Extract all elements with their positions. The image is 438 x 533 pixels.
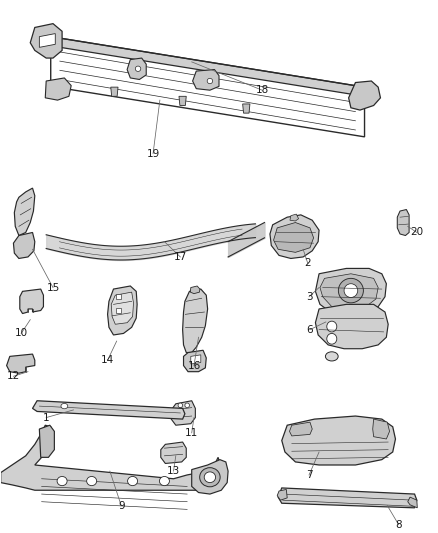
Polygon shape	[349, 81, 381, 110]
Polygon shape	[1, 425, 220, 490]
Polygon shape	[116, 294, 121, 299]
Polygon shape	[192, 459, 228, 494]
Polygon shape	[315, 269, 386, 314]
Text: 11: 11	[185, 428, 198, 438]
Ellipse shape	[127, 477, 138, 486]
Polygon shape	[270, 215, 319, 259]
Text: 3: 3	[306, 292, 312, 302]
Text: 12: 12	[7, 372, 20, 381]
Polygon shape	[193, 69, 219, 90]
Ellipse shape	[207, 78, 212, 84]
Ellipse shape	[87, 477, 97, 486]
Polygon shape	[30, 23, 62, 58]
Polygon shape	[397, 209, 409, 236]
Ellipse shape	[204, 472, 215, 482]
Polygon shape	[191, 286, 200, 294]
Ellipse shape	[135, 66, 141, 71]
Ellipse shape	[61, 403, 68, 409]
Ellipse shape	[327, 334, 337, 344]
Polygon shape	[282, 416, 396, 465]
Text: 17: 17	[174, 252, 187, 262]
Polygon shape	[20, 289, 43, 313]
Text: 7: 7	[306, 470, 312, 480]
Text: 19: 19	[146, 149, 160, 159]
Polygon shape	[184, 350, 206, 372]
Ellipse shape	[185, 403, 190, 408]
Polygon shape	[111, 292, 134, 324]
Text: 18: 18	[256, 85, 269, 95]
Ellipse shape	[339, 278, 364, 303]
Polygon shape	[179, 96, 186, 106]
Text: 20: 20	[410, 228, 424, 238]
Polygon shape	[51, 37, 364, 96]
Polygon shape	[14, 188, 35, 236]
Text: 1: 1	[43, 413, 49, 423]
Polygon shape	[243, 104, 250, 113]
Text: 13: 13	[167, 466, 180, 476]
Text: 16: 16	[187, 360, 201, 370]
Polygon shape	[408, 497, 417, 508]
Ellipse shape	[159, 477, 170, 486]
Polygon shape	[277, 489, 287, 500]
Polygon shape	[108, 286, 137, 335]
Polygon shape	[290, 422, 312, 436]
Polygon shape	[315, 304, 388, 349]
Text: 10: 10	[14, 328, 28, 338]
Text: 15: 15	[46, 282, 60, 293]
Polygon shape	[111, 87, 118, 96]
Ellipse shape	[327, 321, 337, 332]
Ellipse shape	[200, 467, 220, 487]
Polygon shape	[32, 401, 185, 419]
Ellipse shape	[344, 284, 358, 297]
Polygon shape	[274, 222, 314, 252]
Polygon shape	[171, 401, 195, 425]
Text: 6: 6	[307, 325, 313, 335]
Ellipse shape	[325, 352, 338, 361]
Text: 14: 14	[101, 355, 114, 365]
Polygon shape	[373, 419, 389, 439]
Text: 2: 2	[304, 258, 311, 268]
Polygon shape	[7, 354, 35, 373]
Polygon shape	[290, 214, 299, 221]
Polygon shape	[191, 355, 201, 364]
Text: 8: 8	[396, 520, 402, 530]
Polygon shape	[14, 232, 35, 259]
Polygon shape	[116, 308, 121, 313]
Polygon shape	[278, 488, 417, 508]
Polygon shape	[45, 78, 71, 100]
Ellipse shape	[57, 477, 67, 486]
Polygon shape	[161, 442, 186, 464]
Ellipse shape	[178, 403, 183, 408]
Polygon shape	[127, 58, 146, 79]
Polygon shape	[183, 289, 208, 352]
Polygon shape	[39, 425, 54, 457]
Polygon shape	[39, 34, 55, 47]
Text: 9: 9	[118, 500, 124, 511]
Polygon shape	[320, 274, 378, 309]
